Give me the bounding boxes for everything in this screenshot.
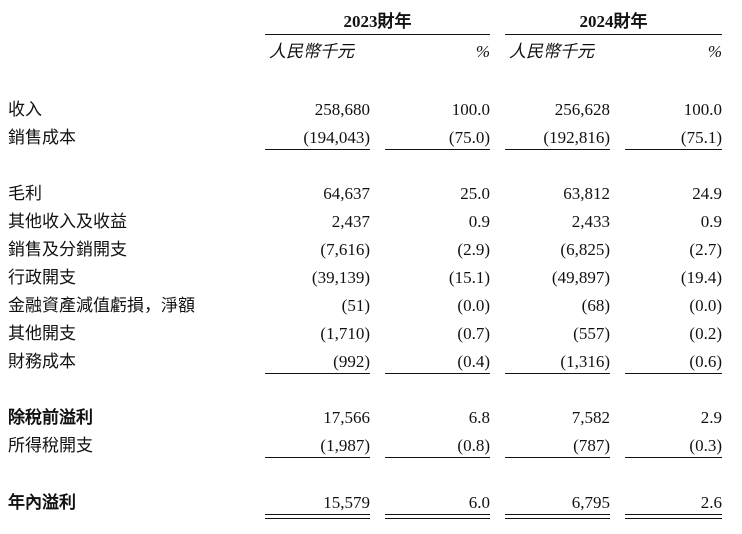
row-label: 行政開支 xyxy=(8,268,76,287)
cell-value: (0.0) xyxy=(689,296,722,315)
cell-value: (0.8) xyxy=(457,436,490,455)
cell-value: (68) xyxy=(581,296,610,315)
unit-header: % xyxy=(707,42,722,61)
cell-value: 24.9 xyxy=(692,184,722,203)
row-label: 收入 xyxy=(8,100,42,119)
cell-value: (2.9) xyxy=(457,240,490,259)
cell-value: 63,812 xyxy=(563,184,610,203)
unit-header: 人民幣千元 xyxy=(509,42,594,61)
unit-header: 人民幣千元 xyxy=(269,42,354,61)
row-label: 除稅前溢利 xyxy=(8,408,93,427)
double-underline xyxy=(505,514,610,515)
row-label: 其他收入及收益 xyxy=(8,212,127,231)
cell-value: 6.8 xyxy=(468,408,490,427)
underline xyxy=(385,373,490,374)
cell-value: (7,616) xyxy=(320,240,370,259)
double-underline xyxy=(265,514,370,515)
underline xyxy=(265,149,370,150)
cell-value: (1,710) xyxy=(320,324,370,343)
cell-value: 2.9 xyxy=(700,408,722,427)
double-underline xyxy=(625,514,722,515)
cell-value: (0.3) xyxy=(689,436,722,455)
row-label: 毛利 xyxy=(8,184,42,203)
underline xyxy=(625,457,722,458)
cell-value: (0.0) xyxy=(457,296,490,315)
cell-value: 6,795 xyxy=(571,493,610,512)
double-underline xyxy=(385,518,490,519)
header-rule xyxy=(505,34,722,35)
underline xyxy=(385,149,490,150)
cell-value: 17,566 xyxy=(323,408,370,427)
cell-value: (75.1) xyxy=(680,128,722,147)
cell-value: 100.0 xyxy=(451,100,490,119)
cell-value: 258,680 xyxy=(314,100,370,119)
year-header: 2023財年 xyxy=(343,12,412,31)
cell-value: (19.4) xyxy=(680,268,722,287)
cell-value: (0.2) xyxy=(689,324,722,343)
double-underline xyxy=(265,518,370,519)
double-underline xyxy=(385,514,490,515)
row-label: 所得稅開支 xyxy=(8,436,93,455)
row-label: 年內溢利 xyxy=(8,493,76,512)
underline xyxy=(505,457,610,458)
cell-value: (49,897) xyxy=(551,268,610,287)
cell-value: (557) xyxy=(573,324,610,343)
cell-value: (787) xyxy=(573,436,610,455)
cell-value: 2.6 xyxy=(700,493,722,512)
cell-value: 256,628 xyxy=(554,100,610,119)
underline xyxy=(505,373,610,374)
underline xyxy=(265,457,370,458)
cell-value: 15,579 xyxy=(323,493,370,512)
row-label: 其他開支 xyxy=(8,324,76,343)
cell-value: (39,139) xyxy=(311,268,370,287)
row-label: 金融資產減值虧損，淨額 xyxy=(8,296,195,315)
cell-value: (2.7) xyxy=(689,240,722,259)
cell-value: (0.7) xyxy=(457,324,490,343)
underline xyxy=(265,373,370,374)
cell-value: (192,816) xyxy=(543,128,610,147)
cell-value: 2,433 xyxy=(571,212,610,231)
cell-value: 0.9 xyxy=(700,212,722,231)
year-header: 2024財年 xyxy=(579,12,648,31)
underline xyxy=(385,457,490,458)
double-underline xyxy=(625,518,722,519)
cell-value: (6,825) xyxy=(560,240,610,259)
cell-value: 7,582 xyxy=(571,408,610,427)
cell-value: (1,316) xyxy=(560,352,610,371)
cell-value: (0.4) xyxy=(457,352,490,371)
cell-value: (1,987) xyxy=(320,436,370,455)
cell-value: (75.0) xyxy=(448,128,490,147)
cell-value: 25.0 xyxy=(460,184,490,203)
cell-value: (992) xyxy=(333,352,370,371)
underline xyxy=(625,149,722,150)
underline xyxy=(625,373,722,374)
double-underline xyxy=(505,518,610,519)
cell-value: 6.0 xyxy=(468,493,490,512)
cell-value: (0.6) xyxy=(689,352,722,371)
row-label: 銷售成本 xyxy=(8,128,76,147)
unit-header: % xyxy=(475,42,490,61)
cell-value: 64,637 xyxy=(323,184,370,203)
header-rule xyxy=(265,34,490,35)
cell-value: 100.0 xyxy=(683,100,722,119)
row-label: 銷售及分銷開支 xyxy=(8,240,127,259)
cell-value: 2,437 xyxy=(331,212,370,231)
cell-value: 0.9 xyxy=(468,212,490,231)
cell-value: (51) xyxy=(341,296,370,315)
underline xyxy=(505,149,610,150)
cell-value: (194,043) xyxy=(303,128,370,147)
row-label: 財務成本 xyxy=(8,352,76,371)
cell-value: (15.1) xyxy=(448,268,490,287)
